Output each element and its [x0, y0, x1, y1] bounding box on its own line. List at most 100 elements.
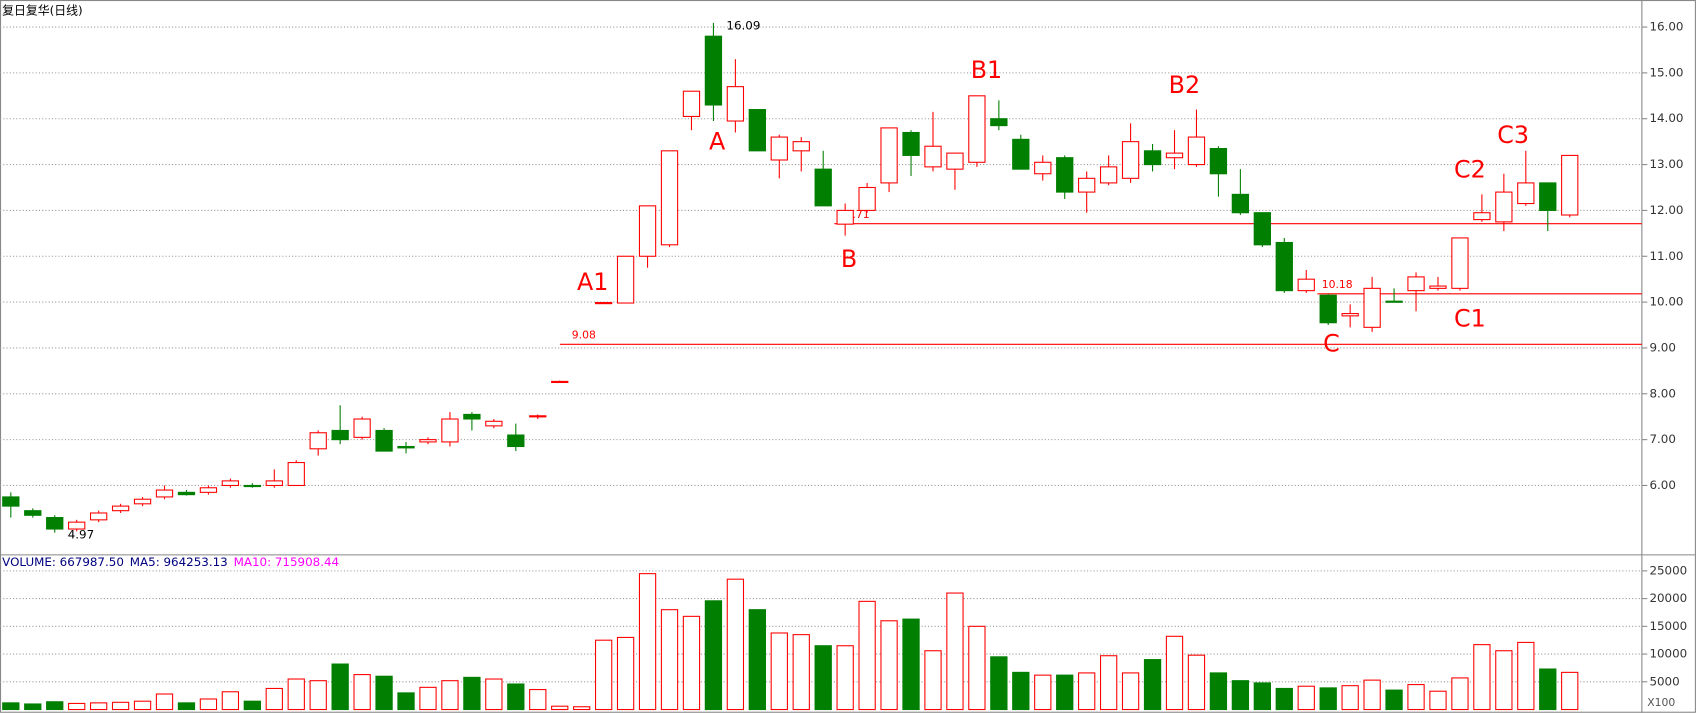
volume-bar [990, 656, 1008, 711]
volume-bar [155, 693, 174, 711]
candle-body [309, 432, 327, 450]
volume-bar [419, 686, 437, 711]
candle-body [660, 150, 679, 246]
volume-bar [638, 573, 657, 711]
candle-body [353, 418, 371, 438]
wave-label: B1 [971, 56, 1002, 84]
candle-body [1034, 161, 1052, 175]
candle-body [1231, 193, 1250, 214]
volume-bar [1121, 672, 1140, 711]
volume-bar [353, 674, 371, 711]
volume-bar [199, 698, 218, 711]
volume-bar [1209, 672, 1228, 711]
volume-bar [1165, 635, 1184, 711]
volume-unit: X100 [1647, 696, 1675, 709]
y-tick-label: 9.00 [1649, 340, 1675, 354]
candle-body [1253, 212, 1271, 246]
candle-body [946, 152, 964, 170]
candle-body [2, 496, 20, 507]
volume-bar [133, 700, 152, 711]
candle-body [1297, 278, 1315, 292]
volume-bar [1473, 644, 1491, 711]
candle-body [770, 136, 788, 161]
volume-bar [814, 645, 832, 711]
volume-bar [529, 689, 547, 711]
volume-bar [1034, 674, 1052, 711]
candle-body [902, 131, 920, 156]
volume-bar [573, 706, 591, 711]
candle-body [287, 462, 305, 487]
candle-body [155, 489, 174, 498]
candle-body [1143, 150, 1162, 166]
candle-body [331, 429, 349, 441]
candle-body [485, 420, 503, 427]
volume-bar [111, 701, 130, 711]
volume-bar [704, 600, 723, 711]
candle-body [1429, 285, 1447, 289]
volume-tick-label: 5000 [1649, 674, 1679, 688]
candle-body [638, 205, 657, 257]
y-tick-label: 7.00 [1649, 432, 1675, 446]
volume-bar [287, 678, 305, 711]
volume-bar [265, 687, 283, 711]
candle-body [924, 145, 942, 168]
volume-legend: VOLUME: 667987.50 [2, 555, 124, 569]
candle-body [1319, 294, 1337, 324]
candle-body [243, 484, 261, 488]
volume-bar [1341, 685, 1359, 711]
volume-bar [968, 625, 986, 711]
candle-body [463, 413, 481, 420]
volume-bar [902, 618, 920, 711]
volume-bar [463, 676, 481, 711]
min-label: 4.97 [68, 527, 94, 541]
wave-label: C1 [1454, 305, 1486, 333]
candle-body [1187, 136, 1206, 166]
y-tick-label: 13.00 [1649, 157, 1683, 171]
chart-title: 复日复华(日线) [2, 3, 83, 17]
candle-body [814, 168, 832, 207]
candle-body [397, 445, 415, 449]
candle-body [682, 90, 701, 117]
candle-body [1078, 177, 1096, 193]
candle-body [1407, 276, 1425, 292]
candle-body [1099, 166, 1118, 184]
candle-body [441, 418, 459, 443]
candle-body [111, 505, 130, 512]
wave-label: B [841, 245, 857, 273]
candle-body [177, 491, 196, 496]
volume-bar [485, 678, 503, 711]
candle-body [507, 434, 525, 448]
y-tick-label: 10.00 [1649, 295, 1683, 309]
max-label: 16.09 [726, 19, 760, 33]
volume-tick-label: 25000 [1649, 563, 1687, 577]
candle-body [133, 498, 152, 505]
volume-bar [221, 691, 240, 711]
candle-body [1473, 212, 1491, 221]
wave-label: C2 [1454, 155, 1486, 183]
wave-label: C3 [1497, 121, 1529, 149]
candle-body [551, 380, 569, 384]
candle-body [68, 521, 86, 530]
candle-body [199, 487, 218, 493]
volume-bar [660, 609, 679, 711]
volume-bar [880, 620, 898, 711]
y-tick-label: 16.00 [1649, 20, 1683, 34]
candle-body [46, 517, 64, 530]
candle-body [594, 302, 613, 305]
volume-bar [2, 702, 20, 711]
volume-bar [1539, 668, 1557, 711]
candle-body [704, 35, 723, 106]
volume-bar [1407, 684, 1425, 711]
wave-label: B2 [1169, 71, 1200, 99]
volume-bar [594, 639, 613, 711]
y-tick-label: 8.00 [1649, 386, 1675, 400]
volume-bar [1253, 682, 1271, 711]
candle-body [1275, 241, 1293, 292]
candle-body [792, 141, 810, 152]
candle-body [1012, 138, 1030, 170]
candle-body [1517, 182, 1535, 205]
candle-body [1561, 154, 1579, 216]
volume-bar [397, 692, 415, 711]
